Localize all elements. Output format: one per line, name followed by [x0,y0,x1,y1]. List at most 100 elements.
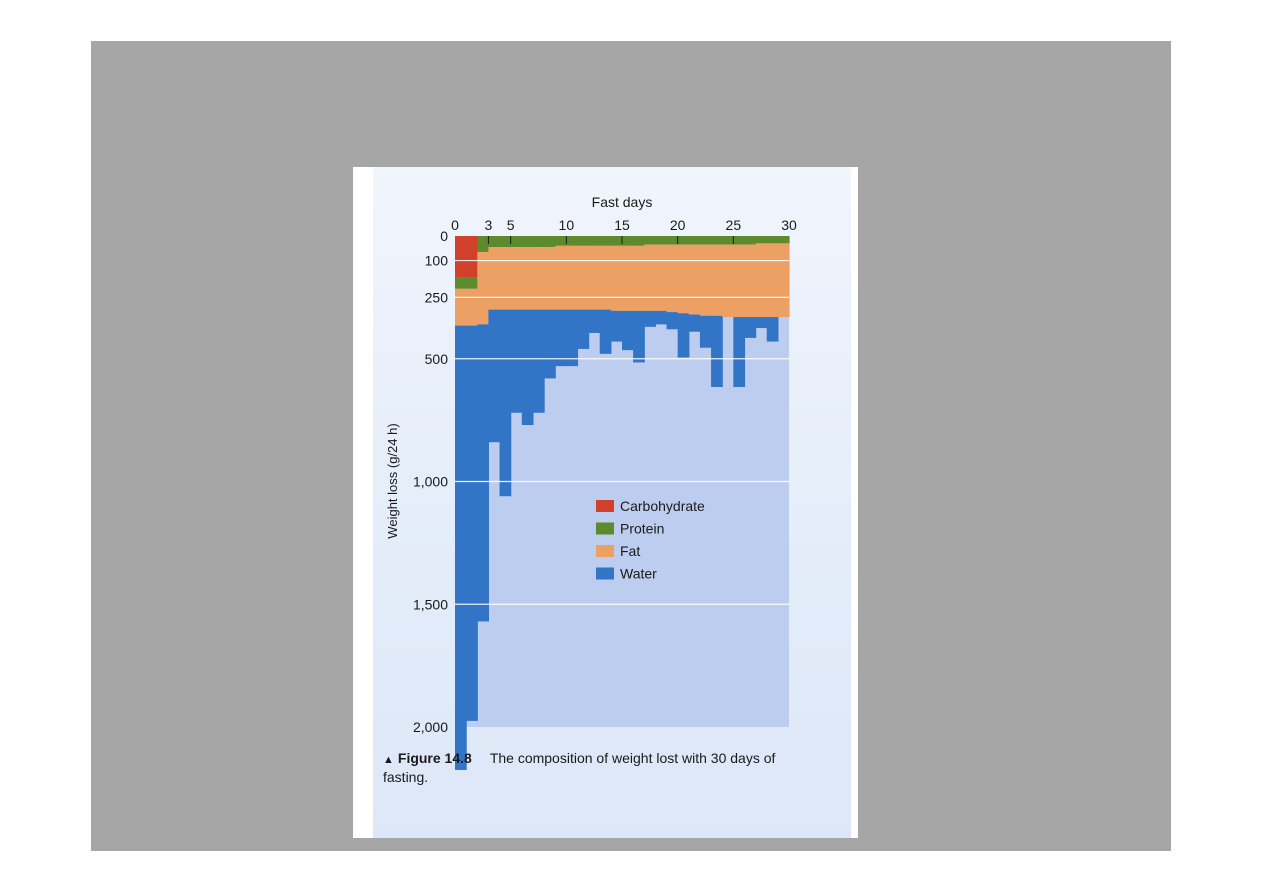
bar-segment-water-day-24 [711,315,723,387]
bar-segment-protein-day-24 [711,236,723,245]
y-axis-title: Weight loss (g/24 h) [385,423,400,538]
bar-segment-fat-day-2 [466,288,478,326]
bar-segment-fat-day-11 [566,245,579,310]
bar-segment-fat-day-22 [688,244,701,315]
bar-segment-protein-day-25 [722,236,734,245]
bar-segment-protein-day-3 [477,236,489,252]
bar-segment-protein-day-26 [733,236,746,245]
bar-segment-fat-day-25 [722,244,734,318]
bar-segment-water-day-9 [544,309,556,379]
legend: Carbohydrate Protein Fat Water [596,498,705,582]
legend-swatch-carbohydrate [596,500,614,512]
bar-segment-protein-day-17 [633,236,645,246]
bar-segment-fat-day-9 [544,247,556,310]
x-tick-label: 25 [726,217,742,233]
bar-segment-protein-day-6 [510,236,523,248]
bar-segment-fat-day-12 [577,245,590,310]
bar-segment-protein-day-2 [466,277,478,289]
bar-segment-protein-day-29 [766,236,779,244]
bar-segment-fat-day-17 [633,245,645,311]
bar-segment-water-day-27 [744,317,757,338]
x-axis-title: Fast days [592,194,653,210]
bar-segment-fat-day-24 [711,244,723,316]
bar-segment-protein-day-27 [744,236,757,245]
bar-segment-fat-day-5 [499,247,512,310]
bar-segment-water-day-14 [599,309,612,354]
bar-segment-fat-day-29 [766,243,779,318]
bar-segment-protein-day-21 [677,236,690,245]
bar-segment-carbohydrate-day-2 [466,236,478,278]
legend-label-protein: Protein [620,521,664,537]
y-tick-label: 500 [425,351,449,367]
bar-segment-water-day-1 [455,325,467,770]
bar-segment-fat-day-30 [777,243,790,318]
bar-segment-water-day-5 [499,309,512,497]
bar-segment-fat-day-16 [622,245,634,311]
bar-segment-protein-day-23 [699,236,712,245]
figure-marker: ▲ [383,754,394,766]
y-tick-label: 1,500 [413,596,448,612]
bar-segment-water-day-26 [733,317,746,387]
y-tick-label: 100 [425,253,449,269]
bar-segment-protein-day-18 [644,236,656,245]
bar-segment-protein-day-4 [488,236,501,248]
bar-segment-fat-day-19 [655,244,668,311]
bar-segment-fat-day-4 [488,247,501,310]
legend-label-water: Water [620,566,657,582]
bar-segment-fat-day-21 [677,244,690,314]
bar-segment-fat-day-8 [532,247,545,310]
bar-segment-fat-day-14 [599,245,612,310]
bar-segment-protein-day-30 [777,236,790,244]
y-tick-label: 1,000 [413,474,448,490]
legend-label-fat: Fat [620,543,640,559]
bar-segment-water-day-2 [466,325,478,721]
bar-segment-protein-day-13 [588,236,601,246]
legend-swatch-protein [596,522,614,535]
bar-segment-water-day-29 [766,317,779,342]
bar-segment-fat-day-6 [510,247,523,310]
bar-segment-water-day-12 [577,309,590,349]
bar-segment-water-day-20 [666,312,679,330]
y-tick-label: 250 [425,289,449,305]
bar-segment-water-day-10 [555,309,567,367]
bar-segment-protein-day-10 [555,236,567,246]
bar-segment-water-day-16 [622,310,634,351]
bar-segment-protein-day-28 [755,236,768,244]
bar-segment-fat-day-7 [521,247,534,310]
bar-segment-water-day-15 [610,310,623,342]
x-tick-label: 20 [670,217,686,233]
x-tick-label: 30 [781,217,797,233]
figure-label: Figure 14.8 [397,750,472,766]
bar-segment-protein-day-8 [532,236,545,248]
bar-segment-fat-day-1 [455,288,467,326]
bar-segment-protein-day-16 [622,236,634,246]
bar-segment-water-day-6 [510,309,523,413]
axes: Fast days Weight loss (g/24 h) 0 3 5 10 15 20… [385,194,797,735]
bar-segment-protein-day-5 [499,236,512,248]
bar-segment-fat-day-23 [699,244,712,316]
x-tick-label: 3 [485,217,493,233]
bar-segment-water-day-18 [644,310,656,327]
x-tick-label: 0 [451,217,459,233]
figure-caption: ▲ Figure 14.8 The composition of weight lo… [383,750,803,786]
bar-segment-protein-day-9 [544,236,556,248]
y-tick-label: 0 [440,228,448,244]
bar-segment-protein-day-20 [666,236,679,245]
bar-segment-water-day-13 [588,309,601,333]
bar-segment-water-day-7 [521,309,534,426]
legend-swatch-fat [596,545,614,557]
bar-segment-water-day-22 [688,314,701,332]
bar-segment-fat-day-13 [588,245,601,310]
bar-segment-fat-day-18 [644,244,656,311]
bar-segment-fat-day-26 [733,244,746,318]
bar-segment-water-day-21 [677,313,690,358]
bar-segment-fat-day-15 [610,245,623,311]
bar-segment-water-day-28 [755,317,768,329]
bar-segment-protein-day-22 [688,236,701,245]
legend-swatch-water [596,567,614,580]
bar-segment-protein-day-12 [577,236,590,246]
bar-segment-protein-day-7 [521,236,534,248]
y-tick-label: 2,000 [413,719,448,735]
bar-segment-protein-day-15 [610,236,623,246]
